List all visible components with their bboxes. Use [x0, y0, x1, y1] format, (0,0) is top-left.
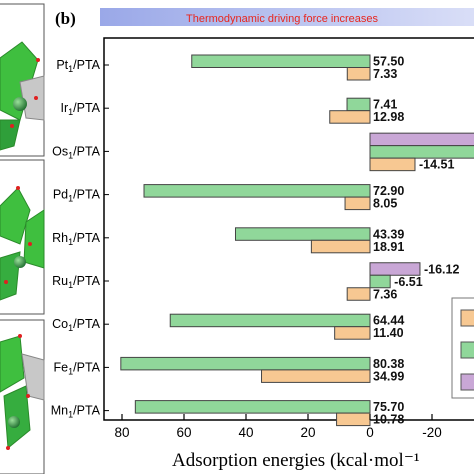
data-label-ru-series0: -16.12 [424, 262, 459, 276]
plot-frame [103, 37, 474, 421]
category-label-rh: Rh1/PTA [52, 231, 101, 247]
legend-swatch-orange [460, 309, 474, 327]
legend-swatch-green [460, 341, 474, 359]
data-label-co-series1: 64.44 [373, 314, 404, 328]
x-tick-label-3: 20 [300, 425, 315, 440]
bar-pd-series1 [143, 184, 371, 198]
bar-co-series2 [334, 326, 371, 340]
category-label-pd: Pd1/PTA [53, 188, 101, 204]
category-label-pt: Pt1/PTA [56, 58, 100, 74]
structure-panel-top [0, 3, 45, 157]
data-label-fe-series1: 80.38 [373, 357, 404, 371]
bar-pt-series2 [346, 67, 371, 81]
data-label-co-series2: 11.40 [373, 326, 404, 340]
metal-atom-icon [14, 256, 26, 268]
category-label-ru: Ru1/PTA [52, 274, 101, 290]
bar-ru-series1 [369, 274, 391, 289]
banner-text: Thermodynamic driving force increases [186, 13, 378, 25]
data-label-fe-series2: 34.99 [373, 369, 404, 383]
bar-os-series1 [369, 145, 474, 159]
data-label-ir-series2: 12.98 [373, 110, 404, 124]
panel-label: (b) [55, 9, 76, 28]
bar-co-series1 [169, 313, 371, 328]
data-label-pd-series2: 8.05 [373, 197, 397, 211]
bar-mn-series1 [134, 400, 371, 414]
legend-swatch-purple [460, 373, 474, 391]
category-label-fe: Fe1/PTA [54, 360, 101, 376]
structure-panel-middle [0, 159, 45, 315]
bar-ir-series2 [329, 110, 371, 124]
data-label-pt-series2: 7.33 [373, 67, 397, 81]
data-label-mn-series2: 10.78 [373, 413, 404, 427]
data-label-ru-series2: 7.36 [373, 287, 397, 301]
category-label-mn: Mn1/PTA [51, 404, 101, 420]
data-label-ir-series1: 7.41 [373, 98, 397, 112]
x-tick-label-2: 40 [238, 425, 253, 440]
bar-pd-series2 [344, 196, 371, 211]
x-axis-title: Adsorption energies (kcal·mol⁻¹ [172, 450, 420, 471]
data-label-rh-series2: 18.91 [373, 240, 404, 254]
bar-os-series0 [369, 132, 474, 147]
driving-force-banner [100, 8, 474, 26]
bar-ir-series1 [346, 97, 371, 112]
bar-fe-series2 [261, 369, 371, 383]
bar-mn-series2 [336, 412, 371, 427]
data-label-ru-series1: -6.51 [394, 275, 423, 289]
bar-rh-series2 [310, 239, 371, 254]
category-label-ir: Ir1/PTA [60, 101, 100, 117]
data-label-rh-series1: 43.39 [373, 227, 404, 241]
structure-panel-bottom [0, 319, 45, 474]
data-label-os-series2: -14.51 [419, 158, 454, 172]
data-label-pd-series1: 72.90 [373, 184, 404, 198]
bar-fe-series1 [120, 356, 371, 371]
category-label-co: Co1/PTA [52, 317, 101, 333]
data-label-mn-series1: 75.70 [373, 400, 404, 414]
metal-atom-icon [13, 97, 27, 111]
bar-os-series2 [369, 157, 416, 172]
metal-atom-icon [8, 416, 20, 428]
category-label-os: Os1/PTA [52, 144, 101, 160]
x-tick-label-0: 80 [114, 425, 129, 440]
data-label-pt-series1: 57.50 [373, 55, 404, 69]
x-tick-label-4: 0 [366, 425, 374, 440]
legend [451, 297, 474, 399]
bar-ru-series2 [346, 287, 371, 301]
x-tick-label-1: 60 [176, 425, 191, 440]
bar-rh-series1 [234, 227, 371, 241]
bar-pt-series1 [191, 54, 371, 68]
x-tick-label-5: -20 [422, 425, 442, 440]
bar-ru-series0 [369, 262, 421, 276]
structure-panels [0, 3, 45, 474]
